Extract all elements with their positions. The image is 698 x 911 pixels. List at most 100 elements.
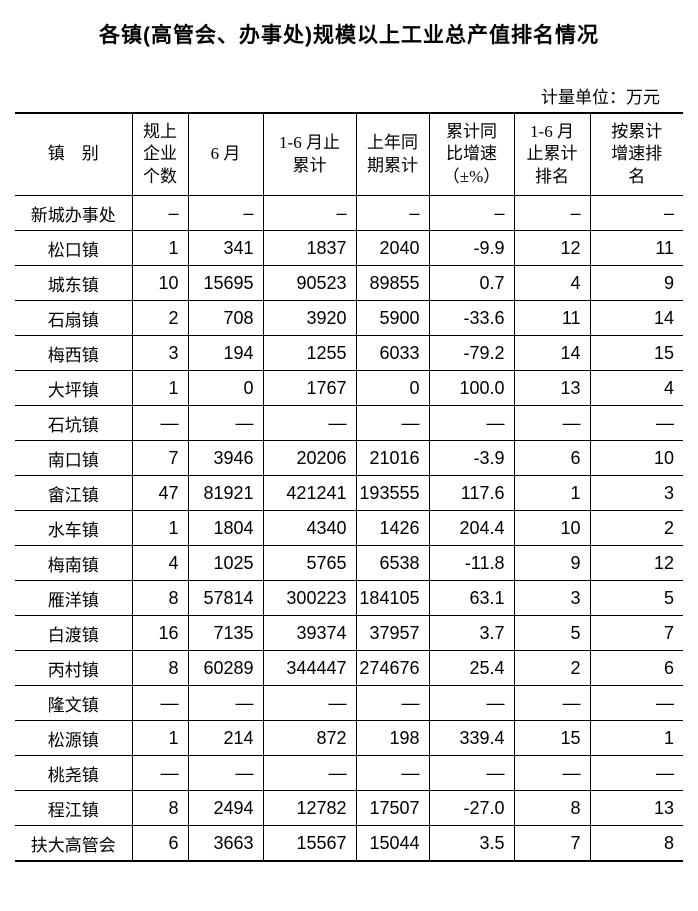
cell-rank-growth: —: [589, 685, 683, 722]
cell-count: —: [131, 405, 188, 442]
cell-rank-cumulative: 11: [513, 300, 590, 337]
cell-june: —: [187, 685, 263, 722]
cell-growth: -9.9: [428, 230, 514, 267]
cell-growth: -79.2: [428, 335, 514, 372]
cell-town: 雁洋镇: [15, 580, 132, 617]
cell-town: 隆文镇: [15, 685, 132, 722]
cell-rank-growth: 13: [589, 790, 683, 827]
cell-june: —: [187, 755, 263, 792]
cell-cumulative: 344447: [262, 650, 356, 687]
col-header-count: 规上 企业 个数: [131, 112, 188, 197]
cell-cumulative: 90523: [262, 265, 356, 302]
table-row: 程江镇 8 2494 12782 17507 -27.0 8 13: [15, 790, 683, 827]
cell-town: 白渡镇: [15, 615, 132, 652]
table-row: 扶大高管会 6 3663 15567 15044 3.5 7 8: [15, 825, 683, 862]
cell-rank-cumulative: 5: [513, 615, 590, 652]
cell-count: 4: [131, 545, 188, 582]
cell-count: —: [131, 755, 188, 792]
cell-june: 2494: [187, 790, 263, 827]
cell-town: 南口镇: [15, 440, 132, 477]
cell-june: 214: [187, 720, 263, 757]
cell-june: 0: [187, 370, 263, 407]
cell-count: 3: [131, 335, 188, 372]
cell-rank-growth: 6: [589, 650, 683, 687]
cell-town: 畲江镇: [15, 475, 132, 512]
cell-town: 水车镇: [15, 510, 132, 547]
cell-growth: 204.4: [428, 510, 514, 547]
cell-prev-year: 193555: [355, 475, 429, 512]
col-header-june: 6 月: [187, 112, 263, 197]
cell-rank-cumulative: 10: [513, 510, 590, 547]
table-row: 梅西镇 3 194 1255 6033 -79.2 14 15: [15, 335, 683, 372]
table-row: 新城办事处 – – – – – – –: [15, 195, 683, 232]
table-row: 丙村镇 8 60289 344447 274676 25.4 2 6: [15, 650, 683, 687]
cell-count: 8: [131, 580, 188, 617]
cell-prev-year: 0: [355, 370, 429, 407]
cell-rank-growth: 8: [589, 825, 683, 862]
cell-count: 8: [131, 650, 188, 687]
cell-prev-year: 17507: [355, 790, 429, 827]
cell-rank-growth: 12: [589, 545, 683, 582]
cell-count: –: [131, 195, 188, 232]
cell-prev-year: 6033: [355, 335, 429, 372]
table-row: 大坪镇 1 0 1767 0 100.0 13 4: [15, 370, 683, 407]
cell-june: 3663: [187, 825, 263, 862]
cell-prev-year: —: [355, 755, 429, 792]
cell-rank-growth: 1: [589, 720, 683, 757]
cell-rank-cumulative: —: [513, 685, 590, 722]
cell-town: 梅南镇: [15, 545, 132, 582]
table-row: 桃尧镇 — — — — — — —: [15, 755, 683, 792]
col-header-prev-year: 上年同 期累计: [355, 112, 429, 197]
table-row: 隆文镇 — — — — — — —: [15, 685, 683, 722]
cell-growth: –: [428, 195, 514, 232]
cell-count: 7: [131, 440, 188, 477]
table-row: 雁洋镇 8 57814 300223 184105 63.1 3 5: [15, 580, 683, 617]
cell-cumulative: 15567: [262, 825, 356, 862]
cell-prev-year: 1426: [355, 510, 429, 547]
cell-rank-growth: 11: [589, 230, 683, 267]
cell-cumulative: 421241: [262, 475, 356, 512]
table-row: 城东镇 10 15695 90523 89855 0.7 4 9: [15, 265, 683, 302]
cell-rank-cumulative: 15: [513, 720, 590, 757]
cell-rank-cumulative: 8: [513, 790, 590, 827]
cell-june: —: [187, 405, 263, 442]
cell-growth: -27.0: [428, 790, 514, 827]
cell-june: 194: [187, 335, 263, 372]
cell-growth: 25.4: [428, 650, 514, 687]
cell-growth: —: [428, 685, 514, 722]
cell-rank-growth: —: [589, 755, 683, 792]
cell-prev-year: 21016: [355, 440, 429, 477]
cell-prev-year: 89855: [355, 265, 429, 302]
cell-rank-growth: 2: [589, 510, 683, 547]
col-header-cumulative: 1-6 月止 累计: [262, 112, 356, 197]
cell-rank-cumulative: –: [513, 195, 590, 232]
cell-prev-year: 274676: [355, 650, 429, 687]
ranking-table: 镇 别 规上 企业 个数 6 月 1-6 月止 累计 上年同 期累计 累计同 比…: [15, 111, 683, 862]
header-row: 镇 别 规上 企业 个数 6 月 1-6 月止 累计 上年同 期累计 累计同 比…: [15, 112, 683, 197]
cell-growth: 100.0: [428, 370, 514, 407]
cell-rank-growth: –: [589, 195, 683, 232]
cell-growth: 3.7: [428, 615, 514, 652]
table-row: 石扇镇 2 708 3920 5900 -33.6 11 14: [15, 300, 683, 337]
cell-rank-cumulative: 13: [513, 370, 590, 407]
cell-town: 石坑镇: [15, 405, 132, 442]
cell-town: 丙村镇: [15, 650, 132, 687]
page-title: 各镇(高管会、办事处)规模以上工业总产值排名情况: [99, 24, 599, 47]
cell-growth: 0.7: [428, 265, 514, 302]
unit-label: 计量单位：万元: [541, 88, 660, 108]
cell-town: 石扇镇: [15, 300, 132, 337]
cell-june: 341: [187, 230, 263, 267]
cell-rank-cumulative: 7: [513, 825, 590, 862]
cell-town: 梅西镇: [15, 335, 132, 372]
cell-cumulative: 20206: [262, 440, 356, 477]
cell-rank-growth: 3: [589, 475, 683, 512]
table-row: 白渡镇 16 7135 39374 37957 3.7 5 7: [15, 615, 683, 652]
cell-growth: —: [428, 405, 514, 442]
cell-june: 1804: [187, 510, 263, 547]
cell-cumulative: 4340: [262, 510, 356, 547]
cell-prev-year: —: [355, 685, 429, 722]
cell-count: 47: [131, 475, 188, 512]
cell-town: 新城办事处: [15, 195, 132, 232]
cell-rank-cumulative: —: [513, 405, 590, 442]
